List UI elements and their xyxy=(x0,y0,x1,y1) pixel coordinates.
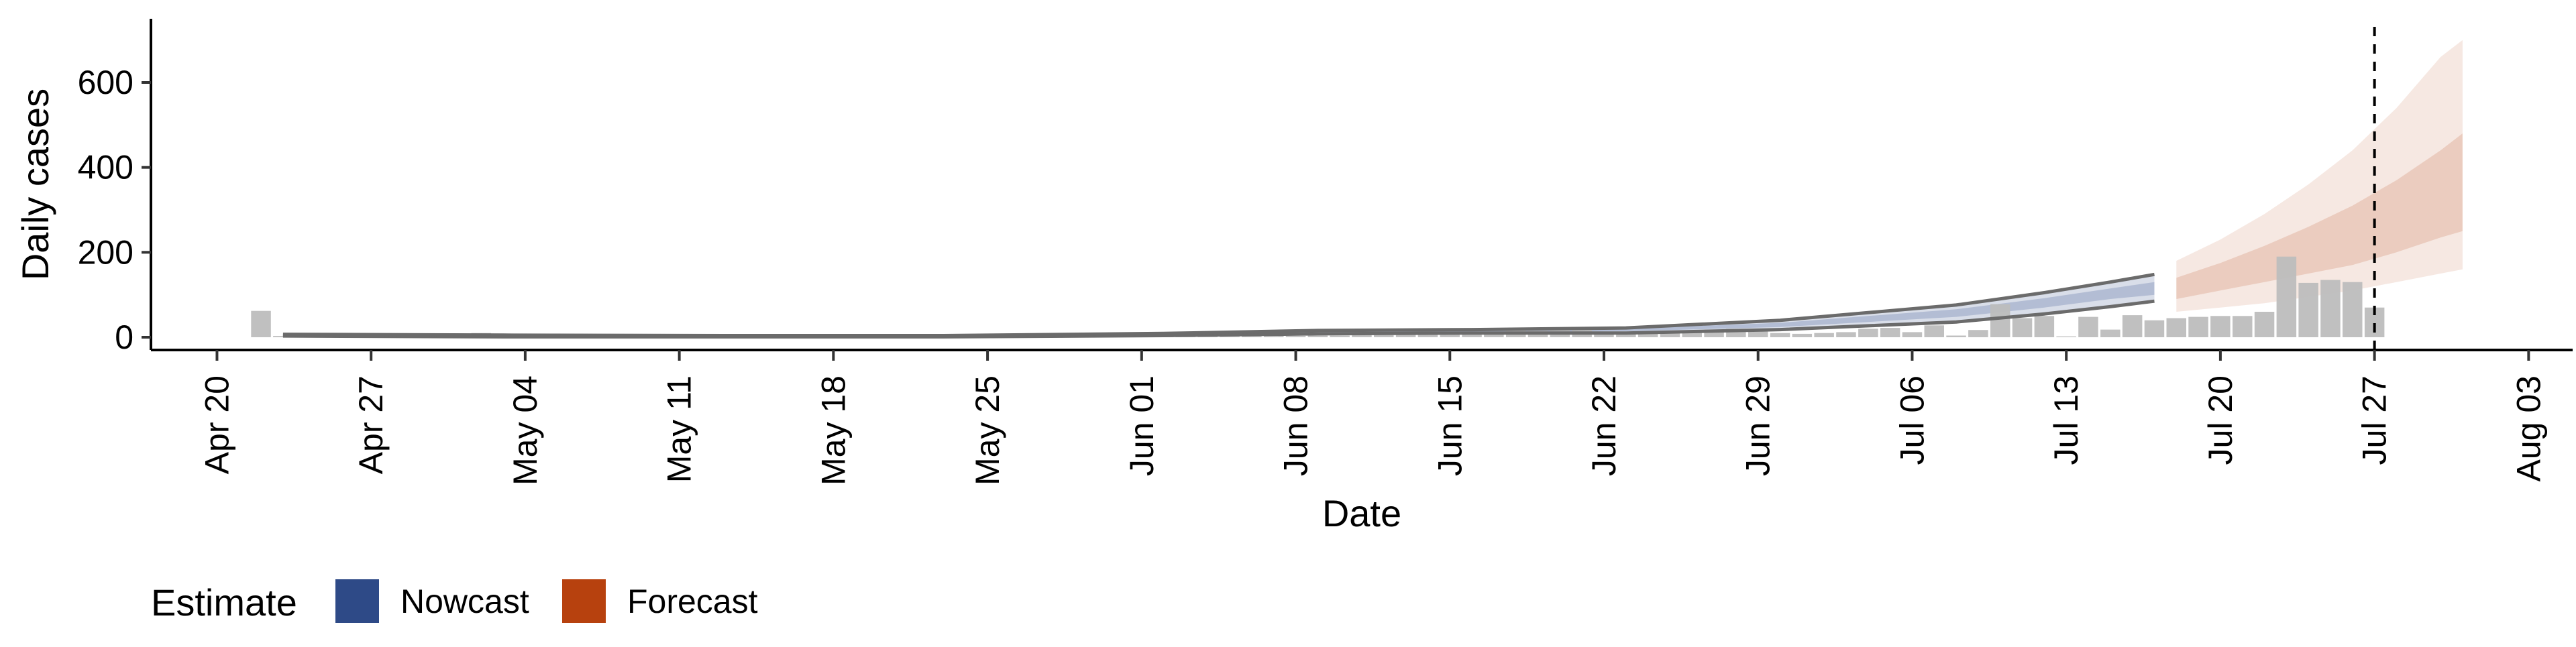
y-axis-title: Daily cases xyxy=(14,89,56,280)
x-tick-label: May 25 xyxy=(969,375,1006,485)
legend-label-nowcast: Nowcast xyxy=(400,583,529,620)
case-bar xyxy=(2254,312,2275,337)
case-bar xyxy=(1924,325,1944,337)
x-tick-label: Jun 15 xyxy=(1431,375,1468,476)
case-bar xyxy=(1770,333,1790,337)
nowcast-upper-line xyxy=(282,272,2155,337)
case-bar xyxy=(1902,332,1923,337)
case-bar xyxy=(1858,329,1878,337)
case-bar xyxy=(1417,334,1438,337)
x-tick-label: May 11 xyxy=(661,375,698,483)
case-bar xyxy=(1484,332,1504,337)
x-tick-label: Aug 03 xyxy=(2510,375,2547,481)
y-tick-label: 400 xyxy=(78,149,133,186)
case-bar xyxy=(1352,335,1372,337)
case-bar xyxy=(2122,315,2143,337)
x-axis-title: Date xyxy=(1322,492,1401,534)
case-bar xyxy=(1395,335,1416,337)
x-tick-label: Jun 08 xyxy=(1277,375,1315,476)
case-bar xyxy=(1264,336,1284,337)
legend-key-forecast xyxy=(562,579,606,623)
x-tick-label: May 18 xyxy=(814,375,852,485)
case-bar xyxy=(2166,318,2186,337)
legend: Estimate Nowcast Forecast xyxy=(151,579,758,624)
case-bar xyxy=(2210,316,2231,337)
case-bar xyxy=(1704,329,1724,337)
case-bar xyxy=(2343,282,2363,337)
case-bar xyxy=(1285,336,1306,337)
case-bar xyxy=(1748,329,1768,337)
case-bar xyxy=(1462,333,1482,337)
case-bar xyxy=(1990,304,2010,337)
x-tick-label: Jul 06 xyxy=(1893,375,1931,465)
x-tick-label: Jun 22 xyxy=(1585,375,1623,476)
case-bar xyxy=(1946,335,1966,337)
case-bar xyxy=(1242,336,1262,337)
case-bar xyxy=(2100,329,2121,337)
case-bar xyxy=(2188,316,2208,337)
case-bar xyxy=(1374,335,1394,337)
x-tick-label: Jun 29 xyxy=(1739,375,1777,476)
x-tick-label: Jul 27 xyxy=(2356,375,2394,465)
case-bar xyxy=(1660,332,1680,337)
nowcast-band-50 xyxy=(282,282,2155,337)
x-tick-label: May 04 xyxy=(506,375,544,485)
y-tick-label: 600 xyxy=(78,64,133,101)
case-bar xyxy=(2320,280,2341,337)
legend-key-nowcast xyxy=(335,579,379,623)
case-bar xyxy=(1968,330,1988,337)
case-bar xyxy=(273,336,293,337)
line-layer xyxy=(282,27,2376,350)
forecast-band-90 xyxy=(2176,40,2463,312)
ribbon-layer xyxy=(282,40,2463,337)
case-bar xyxy=(2034,316,2055,337)
case-bar xyxy=(2276,256,2297,337)
case-bar xyxy=(2012,318,2033,337)
x-tick-label: Jul 20 xyxy=(2202,375,2239,465)
legend-label-forecast: Forecast xyxy=(627,583,758,620)
case-bar xyxy=(1638,333,1658,337)
case-bar xyxy=(1330,335,1350,337)
case-bar xyxy=(2078,316,2098,337)
case-bar xyxy=(2233,316,2253,337)
case-bar xyxy=(1814,333,1834,337)
case-bar xyxy=(2298,282,2318,337)
y-tick-label: 0 xyxy=(115,318,133,356)
y-tick-label: 200 xyxy=(78,233,133,271)
case-bar xyxy=(1307,335,1328,337)
axes-layer: 0 200 400 600 Apr 20 Apr 27 May 04 May 11 May 18… xyxy=(78,19,2573,485)
x-tick-label: Jun 01 xyxy=(1123,375,1161,476)
nowcast-band-90 xyxy=(282,274,2155,337)
legend-title: Estimate xyxy=(151,581,297,624)
x-tick-label: Jul 13 xyxy=(2047,375,2085,465)
case-bar xyxy=(1616,334,1636,337)
x-tick-label: Apr 27 xyxy=(352,375,390,474)
case-bar xyxy=(1440,333,1460,337)
x-tick-label: Apr 20 xyxy=(198,375,235,474)
case-bar xyxy=(251,310,271,337)
case-bar xyxy=(1682,331,1702,337)
case-bar xyxy=(1836,332,1856,337)
forecast-band-50 xyxy=(2176,133,2463,299)
case-bar xyxy=(2144,320,2165,337)
case-bar xyxy=(1792,333,1813,337)
case-bar xyxy=(1594,333,1614,337)
case-bar xyxy=(1880,328,1900,337)
